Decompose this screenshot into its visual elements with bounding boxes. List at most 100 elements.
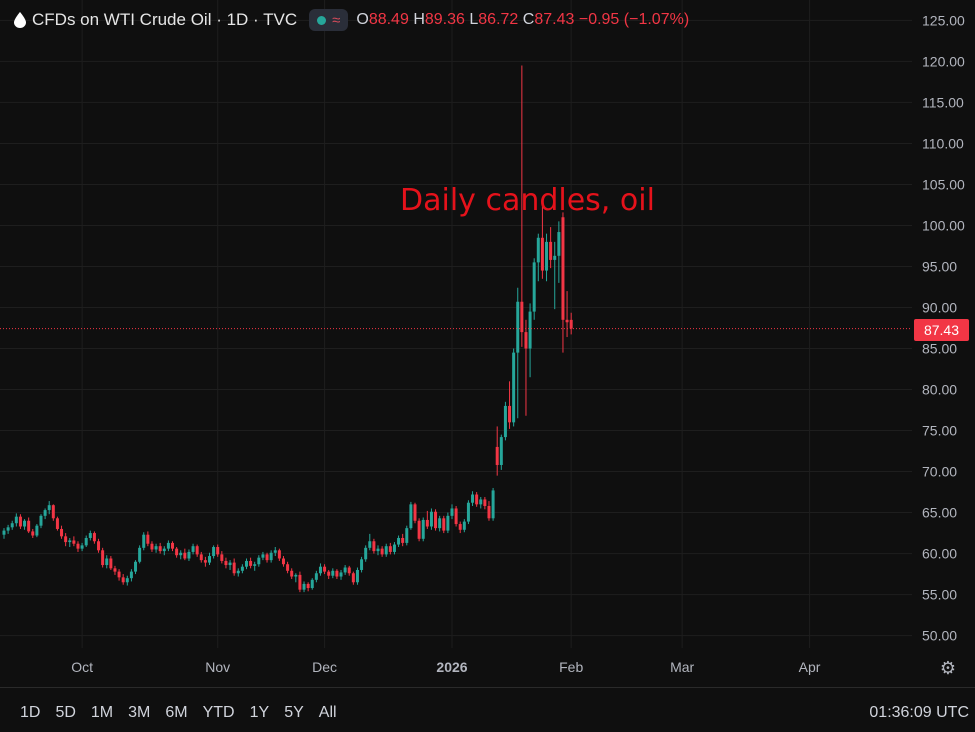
- price-chart[interactable]: 50.00 55.00 60.00 65.00 70.00 75.00 80.00 85.00…: [0, 0, 975, 687]
- candle[interactable]: [76, 541, 80, 552]
- candle[interactable]: [240, 564, 244, 574]
- candle[interactable]: [364, 545, 368, 562]
- range-1y[interactable]: 1Y: [249, 704, 270, 721]
- candle[interactable]: [232, 558, 236, 576]
- candle[interactable]: [499, 434, 503, 470]
- candle[interactable]: [401, 533, 405, 547]
- candle[interactable]: [429, 508, 433, 530]
- range-6m[interactable]: 6M: [165, 704, 188, 721]
- candle[interactable]: [154, 543, 158, 553]
- candle[interactable]: [351, 571, 355, 585]
- range-all[interactable]: All: [318, 704, 337, 721]
- candle[interactable]: [134, 560, 138, 575]
- candle[interactable]: [405, 525, 409, 546]
- candle[interactable]: [121, 574, 125, 585]
- candle[interactable]: [290, 568, 294, 579]
- candle[interactable]: [331, 568, 335, 579]
- candle[interactable]: [553, 241, 557, 310]
- range-1m[interactable]: 1M: [90, 704, 114, 721]
- candle[interactable]: [281, 556, 285, 567]
- candle[interactable]: [84, 535, 88, 548]
- candle[interactable]: [417, 518, 421, 542]
- candle[interactable]: [380, 546, 384, 557]
- candle[interactable]: [347, 565, 351, 576]
- candle[interactable]: [355, 567, 359, 585]
- candle[interactable]: [125, 575, 129, 586]
- candle[interactable]: [68, 537, 72, 548]
- candle[interactable]: [88, 530, 92, 541]
- candle[interactable]: [421, 517, 425, 542]
- candle[interactable]: [129, 569, 133, 582]
- candle[interactable]: [450, 504, 454, 520]
- candle[interactable]: [14, 513, 18, 527]
- candle[interactable]: [97, 538, 101, 553]
- candle[interactable]: [146, 531, 150, 547]
- candle[interactable]: [536, 233, 540, 282]
- candle[interactable]: [557, 221, 561, 283]
- candle[interactable]: [540, 205, 544, 279]
- range-ytd[interactable]: YTD: [202, 704, 235, 721]
- candle[interactable]: [384, 543, 388, 557]
- candle[interactable]: [343, 565, 347, 575]
- candle[interactable]: [117, 569, 121, 581]
- candle[interactable]: [80, 542, 84, 552]
- candle[interactable]: [6, 524, 10, 534]
- candle[interactable]: [565, 291, 569, 338]
- candle[interactable]: [512, 348, 516, 427]
- candle[interactable]: [269, 550, 273, 563]
- candle[interactable]: [425, 510, 429, 529]
- candle[interactable]: [257, 555, 261, 567]
- candle[interactable]: [101, 547, 105, 568]
- candle[interactable]: [520, 65, 524, 347]
- candle[interactable]: [561, 212, 565, 353]
- candle[interactable]: [150, 541, 154, 552]
- candle[interactable]: [72, 536, 76, 547]
- range-5y[interactable]: 5Y: [284, 704, 304, 721]
- candle[interactable]: [191, 543, 195, 555]
- candle[interactable]: [273, 547, 277, 557]
- candle[interactable]: [158, 542, 162, 554]
- candle[interactable]: [236, 568, 240, 577]
- candle[interactable]: [310, 578, 314, 590]
- candle[interactable]: [277, 548, 281, 561]
- candle[interactable]: [183, 548, 187, 561]
- candle[interactable]: [360, 556, 364, 573]
- candle[interactable]: [318, 563, 322, 576]
- candle[interactable]: [495, 426, 499, 476]
- candle[interactable]: [2, 528, 6, 539]
- candle[interactable]: [442, 515, 446, 534]
- candle[interactable]: [376, 545, 380, 556]
- candle[interactable]: [372, 538, 376, 554]
- candle[interactable]: [10, 520, 14, 530]
- candle[interactable]: [392, 542, 396, 555]
- candle[interactable]: [179, 550, 183, 560]
- settings-gear-icon[interactable]: ⚙: [939, 657, 957, 678]
- candle[interactable]: [18, 514, 22, 529]
- candle[interactable]: [524, 319, 528, 416]
- candle[interactable]: [27, 517, 31, 534]
- candle[interactable]: [199, 551, 203, 563]
- candle[interactable]: [261, 551, 265, 561]
- candle[interactable]: [265, 552, 269, 563]
- utc-clock[interactable]: 01:36:09 UTC: [869, 704, 969, 721]
- candle[interactable]: [224, 557, 228, 569]
- candle[interactable]: [434, 509, 438, 531]
- candle[interactable]: [23, 519, 27, 530]
- candle[interactable]: [294, 573, 298, 583]
- candle[interactable]: [475, 492, 479, 507]
- candle[interactable]: [314, 570, 318, 583]
- candle[interactable]: [528, 303, 532, 378]
- candle[interactable]: [388, 542, 392, 555]
- candle[interactable]: [39, 514, 43, 529]
- candle[interactable]: [171, 541, 175, 552]
- symbol-title[interactable]: CFDs on WTI Crude Oil · 1D · TVC: [32, 10, 298, 29]
- candle[interactable]: [409, 501, 413, 530]
- range-1d[interactable]: 1D: [20, 704, 41, 721]
- candle[interactable]: [166, 540, 170, 552]
- candle[interactable]: [175, 547, 179, 558]
- candle[interactable]: [516, 287, 520, 419]
- price-axis[interactable]: 50.00 55.00 60.00 65.00 70.00 75.00 80.00 85.00…: [922, 12, 965, 643]
- candle[interactable]: [138, 545, 142, 564]
- candle[interactable]: [60, 525, 64, 539]
- candle[interactable]: [187, 549, 191, 561]
